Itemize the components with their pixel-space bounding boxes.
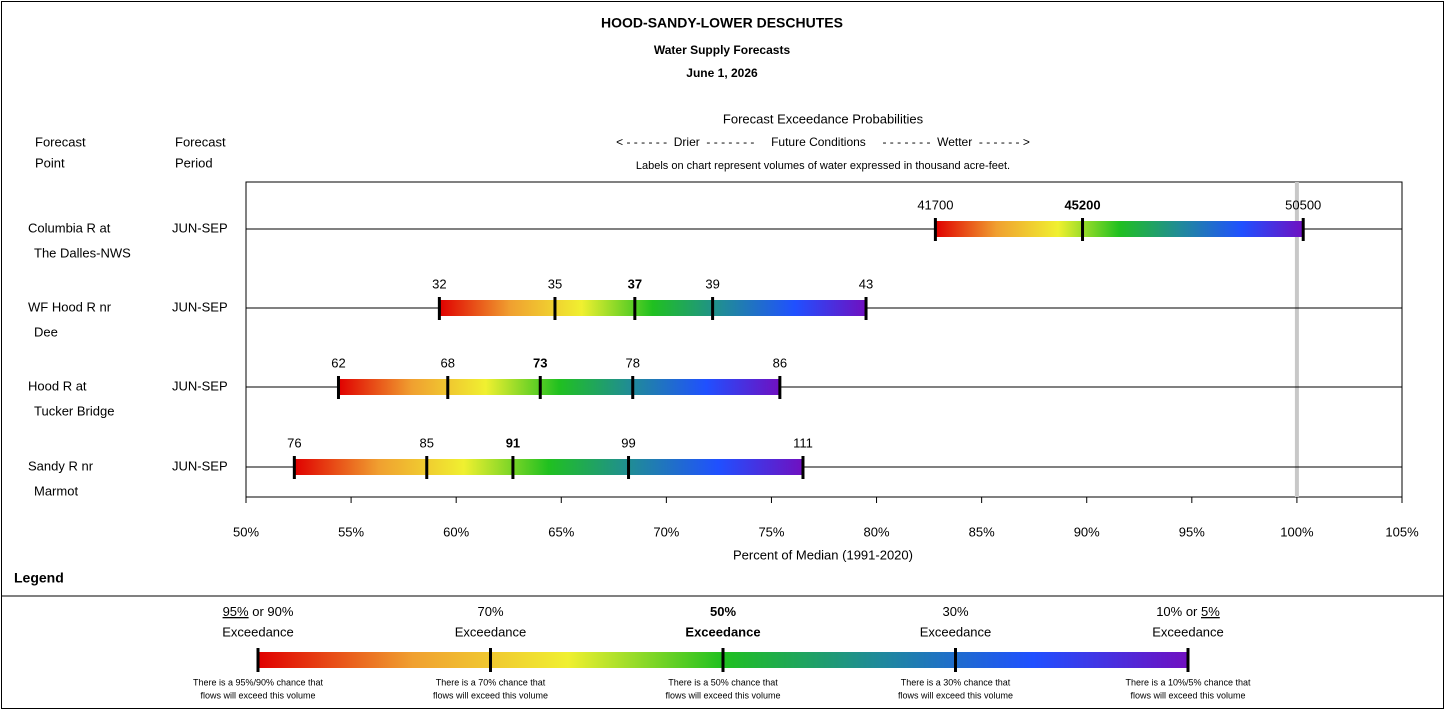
row-period: JUN-SEP (172, 458, 228, 473)
col-header: Forecast (175, 134, 226, 149)
legend-title: 10% or 5% (1156, 604, 1220, 619)
x-tick-label: 80% (864, 524, 890, 539)
legend-subtitle: Exceedance (1152, 624, 1224, 639)
volume-label: 99 (621, 435, 635, 450)
x-tick-label: 90% (1074, 524, 1100, 539)
date: June 1, 2026 (686, 66, 758, 80)
volume-label: 32 (432, 276, 446, 291)
volume-label: 85 (420, 435, 434, 450)
legend-title-part: or 90% (249, 604, 294, 619)
row-name: Tucker Bridge (34, 403, 114, 418)
forecast-bar (935, 221, 1304, 237)
x-tick-label: 65% (548, 524, 574, 539)
legend-note: flows will exceed this volume (1130, 690, 1245, 700)
volume-label: 45200 (1064, 197, 1100, 212)
legend-note: flows will exceed this volume (898, 690, 1013, 700)
volume-label: 68 (441, 355, 455, 370)
row-name: Dee (34, 324, 58, 339)
row-period: JUN-SEP (172, 299, 228, 314)
x-axis-label: Percent of Median (1991-2020) (733, 547, 913, 562)
x-tick-label: 85% (969, 524, 995, 539)
x-tick-label: 70% (653, 524, 679, 539)
legend-subtitle: Exceedance (222, 624, 294, 639)
chart-title: HOOD-SANDY-LOWER DESCHUTES (601, 15, 843, 31)
legend-note: flows will exceed this volume (665, 690, 780, 700)
x-tick-label: 95% (1179, 524, 1205, 539)
volume-label: 91 (506, 435, 520, 450)
legend-title-part: 95% (223, 604, 249, 619)
legend-note: There is a 50% chance that (668, 677, 778, 687)
chart-heading: Forecast Exceedance Probabilities (723, 111, 924, 126)
volume-label: 73 (533, 355, 547, 370)
legend-title: 30% (942, 604, 968, 619)
col-header: Forecast (35, 134, 86, 149)
row-name: Marmot (34, 483, 78, 498)
legend-title-part: 70% (477, 604, 503, 619)
volume-label: 50500 (1285, 197, 1321, 212)
forecast-bar (439, 300, 867, 316)
plot-frame (245, 181, 1403, 498)
legend-title: 70% (477, 604, 503, 619)
legend-title-part: 10% or (1156, 604, 1201, 619)
volume-label: 35 (548, 276, 562, 291)
row-name: WF Hood R nr (28, 299, 112, 314)
legend-note: There is a 30% chance that (901, 677, 1011, 687)
legend-title: 95% or 90% (223, 604, 294, 619)
row-name: Sandy R nr (28, 458, 94, 473)
row-name: Columbia R at (28, 220, 111, 235)
legend-heading: Legend (14, 570, 64, 586)
x-tick-label: 55% (338, 524, 364, 539)
volume-label: 76 (287, 435, 301, 450)
legend-title-part: 5% (1201, 604, 1220, 619)
legend-subtitle: Exceedance (920, 624, 992, 639)
x-tick-label: 75% (758, 524, 784, 539)
direction-line: < - - - - - - Drier - - - - - - - Future… (616, 135, 1030, 149)
x-tick-label: 100% (1280, 524, 1314, 539)
volume-label: 41700 (917, 197, 953, 212)
legend-note: There is a 70% chance that (436, 677, 546, 687)
row-period: JUN-SEP (172, 220, 228, 235)
x-tick-label: 60% (443, 524, 469, 539)
legend-subtitle: Exceedance (455, 624, 527, 639)
volume-label: 86 (773, 355, 787, 370)
volume-label: 39 (705, 276, 719, 291)
forecast-bar (294, 459, 803, 475)
legend-note: flows will exceed this volume (433, 690, 548, 700)
row-name: Hood R at (28, 378, 87, 393)
volume-label: 43 (859, 276, 873, 291)
legend-title-part: 50% (710, 604, 736, 619)
volume-label: 37 (628, 276, 642, 291)
legend-title-part: 30% (942, 604, 968, 619)
x-tick-label: 105% (1385, 524, 1419, 539)
x-tick-label: 50% (233, 524, 259, 539)
volume-label: 62 (331, 355, 345, 370)
volume-label: 111 (793, 435, 813, 450)
col-header: Point (35, 155, 65, 170)
row-name: The Dalles-NWS (34, 245, 131, 260)
col-header: Period (175, 155, 213, 170)
legend-title: 50% (710, 604, 736, 619)
legend-subtitle: Exceedance (685, 624, 760, 639)
legend-note: flows will exceed this volume (200, 690, 315, 700)
units-note: Labels on chart represent volumes of wat… (636, 160, 1010, 172)
forecast-bar (338, 379, 780, 395)
volume-label: 78 (626, 355, 640, 370)
row-period: JUN-SEP (172, 378, 228, 393)
legend-note: There is a 95%/90% chance that (193, 677, 324, 687)
subtitle: Water Supply Forecasts (654, 43, 791, 57)
legend-note: There is a 10%/5% chance that (1125, 677, 1251, 687)
